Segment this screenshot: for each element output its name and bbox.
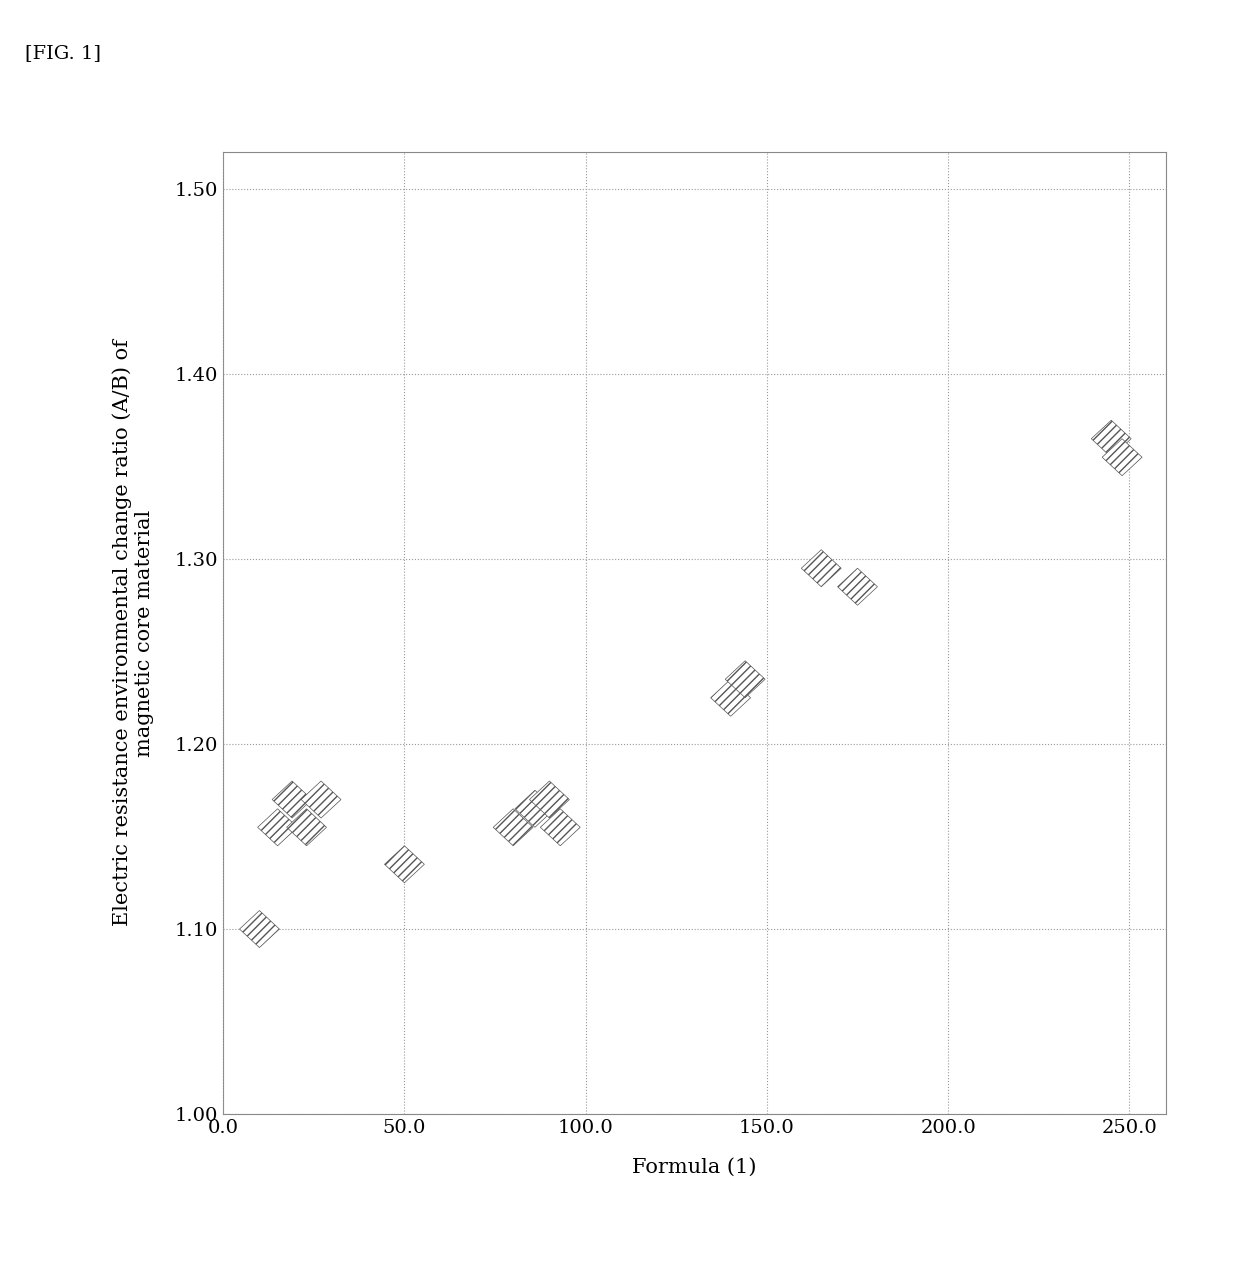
PathPatch shape — [286, 809, 326, 846]
PathPatch shape — [801, 549, 841, 586]
PathPatch shape — [272, 781, 312, 818]
PathPatch shape — [725, 661, 765, 698]
Text: [FIG. 1]: [FIG. 1] — [25, 44, 100, 62]
Y-axis label: Electric resistance environmental change ratio (A/B) of
magnetic core material: Electric resistance environmental change… — [113, 339, 154, 927]
PathPatch shape — [1102, 439, 1142, 476]
PathPatch shape — [1091, 420, 1131, 457]
PathPatch shape — [301, 781, 341, 818]
PathPatch shape — [515, 790, 554, 827]
X-axis label: Formula (1): Formula (1) — [632, 1158, 756, 1177]
PathPatch shape — [384, 846, 424, 882]
PathPatch shape — [529, 781, 569, 818]
PathPatch shape — [258, 809, 298, 846]
PathPatch shape — [541, 809, 580, 846]
PathPatch shape — [711, 680, 750, 717]
PathPatch shape — [239, 910, 279, 947]
PathPatch shape — [494, 809, 533, 846]
PathPatch shape — [837, 568, 878, 605]
